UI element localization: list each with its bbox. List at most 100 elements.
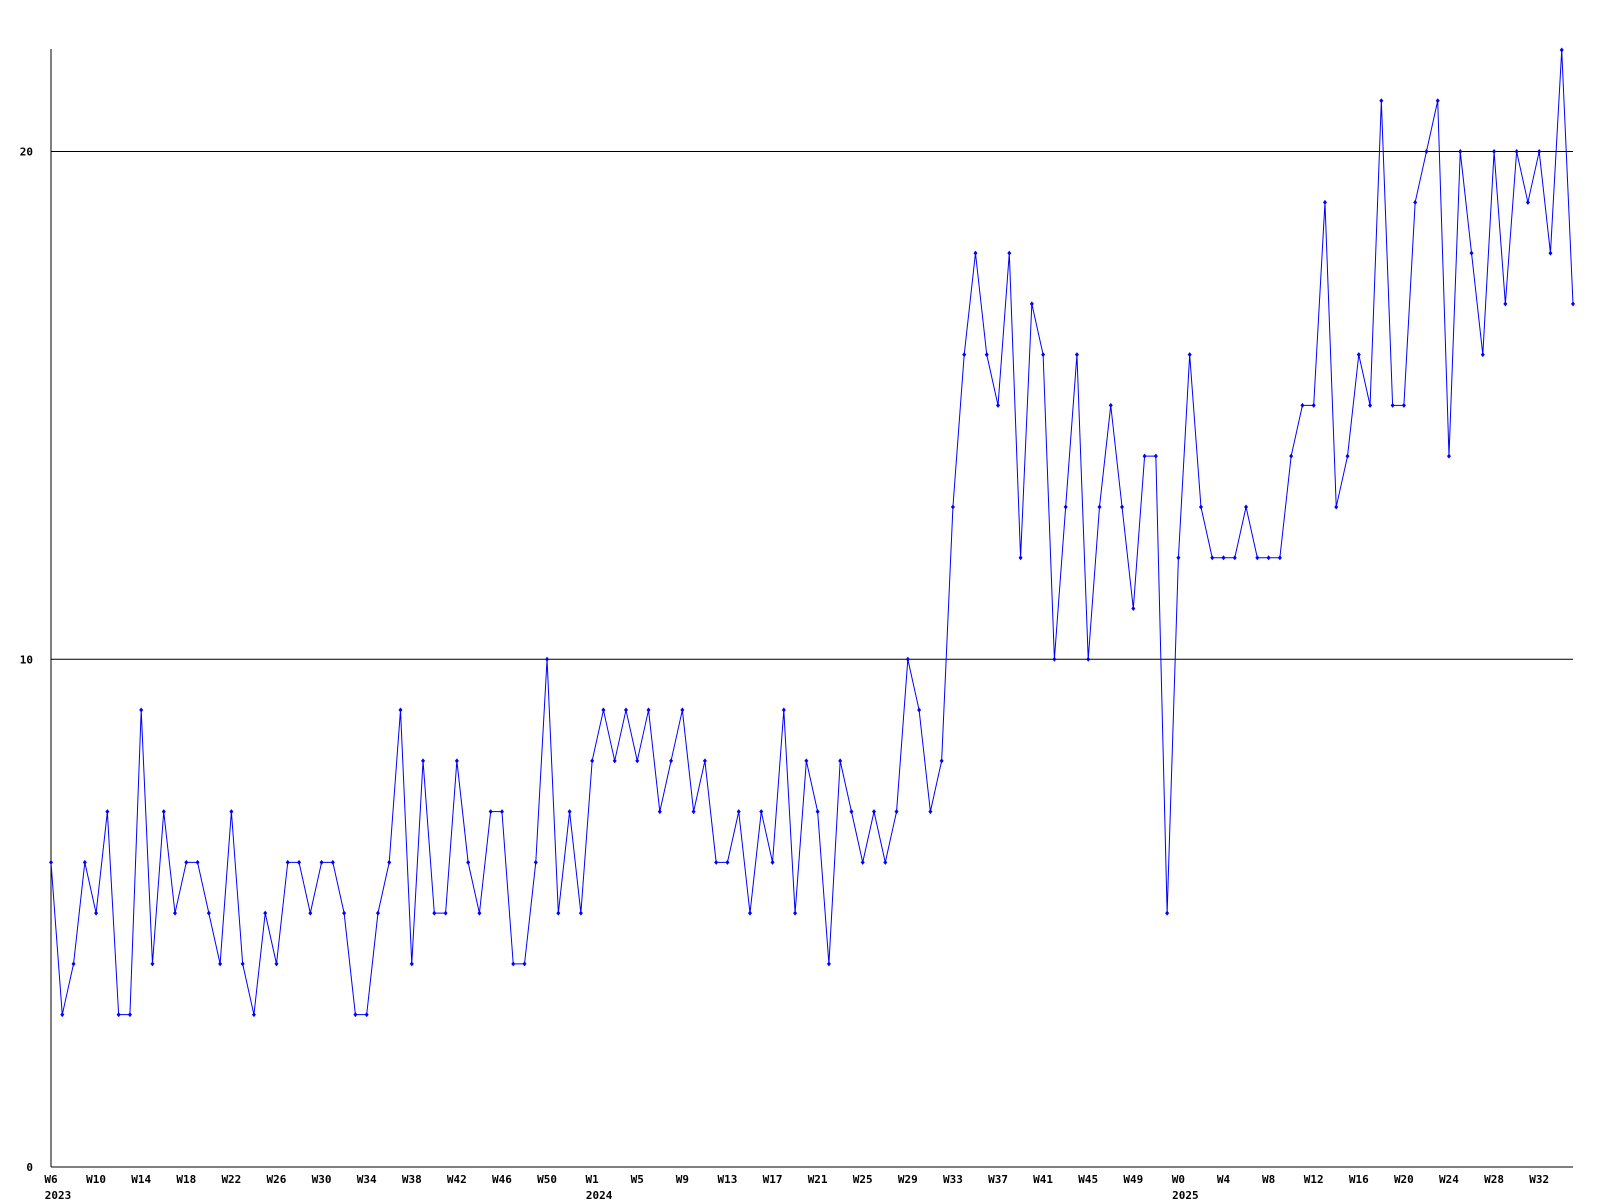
data-point <box>1300 402 1305 408</box>
data-point <box>432 910 437 916</box>
data-point <box>195 859 200 865</box>
data-point <box>1120 504 1125 510</box>
x-tick-label: W38 <box>402 1173 422 1186</box>
x-tick-label: W4 <box>1217 1173 1231 1186</box>
data-point <box>1571 301 1575 307</box>
data-point <box>950 504 955 510</box>
data-point <box>443 910 448 916</box>
data-point <box>1458 149 1463 155</box>
y-tick-label: 0 <box>26 1161 33 1174</box>
x-year-label: 2024 <box>586 1189 613 1200</box>
x-tick-label: W14 <box>131 1173 151 1186</box>
data-point <box>646 707 651 713</box>
x-tick-label: W18 <box>176 1173 196 1186</box>
data-point <box>319 859 324 865</box>
data-point <box>905 656 910 662</box>
data-point <box>894 809 899 815</box>
data-point <box>150 961 155 967</box>
data-point <box>49 859 53 865</box>
data-point <box>545 656 550 662</box>
data-point <box>116 1012 121 1018</box>
data-point <box>612 758 617 764</box>
data-point <box>1041 352 1046 358</box>
data-point <box>1537 149 1542 155</box>
x-tick-label: W33 <box>943 1173 963 1186</box>
x-tick-label: W16 <box>1349 1173 1369 1186</box>
data-point <box>1142 453 1147 459</box>
x-tick-label: W34 <box>357 1173 377 1186</box>
data-point <box>725 859 730 865</box>
data-point <box>1334 504 1339 510</box>
data-point <box>996 402 1001 408</box>
data-point <box>1379 98 1384 104</box>
data-point <box>477 910 482 916</box>
data-point <box>1446 453 1451 459</box>
x-tick-label: W45 <box>1078 1173 1098 1186</box>
data-point <box>1063 504 1068 510</box>
data-point <box>1469 250 1474 256</box>
data-point <box>127 1012 132 1018</box>
x-tick-label: W6 <box>44 1173 58 1186</box>
x-tick-label: W37 <box>988 1173 1008 1186</box>
data-point <box>759 809 764 815</box>
data-point <box>251 1012 256 1018</box>
x-year-label: 2023 <box>45 1189 72 1200</box>
data-point <box>702 758 707 764</box>
data-point <box>1086 656 1091 662</box>
data-point <box>1052 656 1057 662</box>
data-point <box>139 707 144 713</box>
data-point <box>1029 301 1034 307</box>
x-tick-label: W41 <box>1033 1173 1053 1186</box>
data-point <box>387 859 392 865</box>
data-point <box>1368 402 1373 408</box>
data-point <box>601 707 606 713</box>
data-point <box>1198 504 1203 510</box>
data-point <box>1210 555 1215 561</box>
data-point <box>1176 555 1181 561</box>
data-point <box>872 809 877 815</box>
data-point <box>308 910 313 916</box>
data-point <box>1221 555 1226 561</box>
x-tick-label: W32 <box>1529 1173 1549 1186</box>
data-point <box>793 910 798 916</box>
series-line <box>50 49 1574 1016</box>
x-tick-label: W42 <box>447 1173 467 1186</box>
data-point <box>1108 402 1113 408</box>
x-tick-label: W28 <box>1484 1173 1504 1186</box>
x-tick-label: W30 <box>312 1173 332 1186</box>
data-point <box>657 809 662 815</box>
data-point <box>973 250 978 256</box>
data-point <box>342 910 347 916</box>
data-point <box>1244 504 1249 510</box>
data-point <box>466 859 471 865</box>
data-point <box>1413 199 1418 205</box>
data-point <box>499 809 504 815</box>
data-point <box>849 809 854 815</box>
data-point <box>421 758 426 764</box>
data-point <box>1131 606 1136 611</box>
data-point <box>274 961 279 967</box>
data-point <box>1232 555 1237 561</box>
data-point <box>1277 555 1282 561</box>
data-point <box>590 758 595 764</box>
data-point <box>285 859 290 865</box>
data-point <box>838 758 843 764</box>
x-tick-label: W50 <box>537 1173 557 1186</box>
data-point <box>1255 555 1260 561</box>
data-point <box>747 910 752 916</box>
data-point <box>1435 98 1440 104</box>
data-point <box>297 859 302 865</box>
data-point <box>623 707 628 713</box>
data-point <box>330 859 335 865</box>
data-point <box>1165 910 1170 916</box>
data-point <box>556 910 561 916</box>
data-point <box>1074 352 1079 358</box>
data-point <box>883 859 888 865</box>
data-point <box>1266 555 1271 561</box>
data-point <box>1514 149 1519 155</box>
data-point <box>770 859 775 865</box>
data-point <box>635 758 640 764</box>
data-point <box>161 809 166 815</box>
data-point <box>1492 149 1497 155</box>
